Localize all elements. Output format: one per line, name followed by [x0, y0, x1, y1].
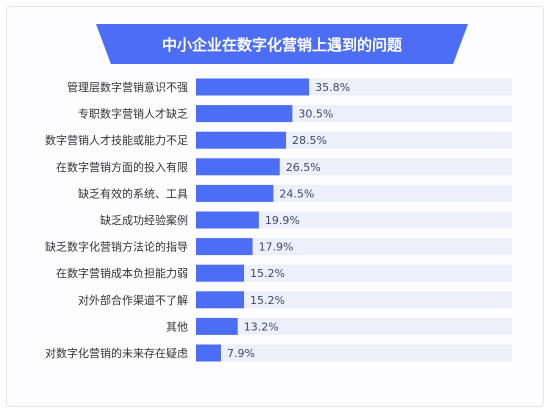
value-label: 26.5%: [286, 161, 321, 174]
bar-track: [196, 238, 512, 256]
value-label: 30.5%: [298, 108, 333, 121]
value-label: 15.2%: [250, 267, 285, 280]
chart-frame: [6, 6, 544, 407]
bar: [196, 158, 280, 176]
category-label: 在数字营销方面的投入有限: [56, 160, 188, 174]
chart-title-banner: 中小企业在数字化营销上遇到的问题: [96, 24, 468, 64]
category-label: 对数字化营销的未来存在疑虑: [45, 346, 188, 360]
bar: [196, 344, 221, 362]
bar: [196, 264, 245, 282]
bar-track: [196, 184, 512, 202]
bar: [196, 105, 293, 123]
category-label: 缺乏有效的系统、工具: [78, 186, 188, 200]
category-label: 缺乏数字化营销方法论的指导: [45, 240, 188, 254]
bar: [196, 317, 238, 335]
bar: [196, 184, 274, 202]
value-label: 17.9%: [259, 241, 294, 254]
category-label: 专职数字营销人才缺乏: [78, 107, 188, 121]
bar-track: [196, 264, 512, 282]
bar-track: [196, 344, 512, 362]
bar: [196, 78, 310, 96]
value-label: 24.5%: [279, 187, 314, 200]
bar-track: [196, 211, 512, 229]
value-label: 13.2%: [244, 320, 279, 333]
category-label: 数字营销人才技能或能力不足: [45, 133, 188, 147]
bar: [196, 238, 253, 256]
value-label: 19.9%: [265, 214, 300, 227]
value-label: 7.9%: [227, 347, 255, 360]
bar-track: [196, 317, 512, 335]
value-label: 15.2%: [250, 294, 285, 307]
chart-title: 中小企业在数字化营销上遇到的问题: [161, 35, 402, 54]
bar: [196, 131, 287, 149]
bar: [196, 291, 245, 309]
bar-track: [196, 291, 512, 309]
category-label: 管理层数字营销意识不强: [67, 80, 188, 94]
value-label: 35.8%: [315, 81, 350, 94]
bar: [196, 211, 259, 229]
category-label: 其他: [166, 320, 188, 333]
value-label: 28.5%: [292, 134, 327, 147]
category-label: 在数字营销成本负担能力弱: [56, 266, 188, 280]
category-label: 缺乏成功经验案例: [100, 213, 188, 227]
category-label: 对外部合作渠道不了解: [78, 293, 188, 307]
